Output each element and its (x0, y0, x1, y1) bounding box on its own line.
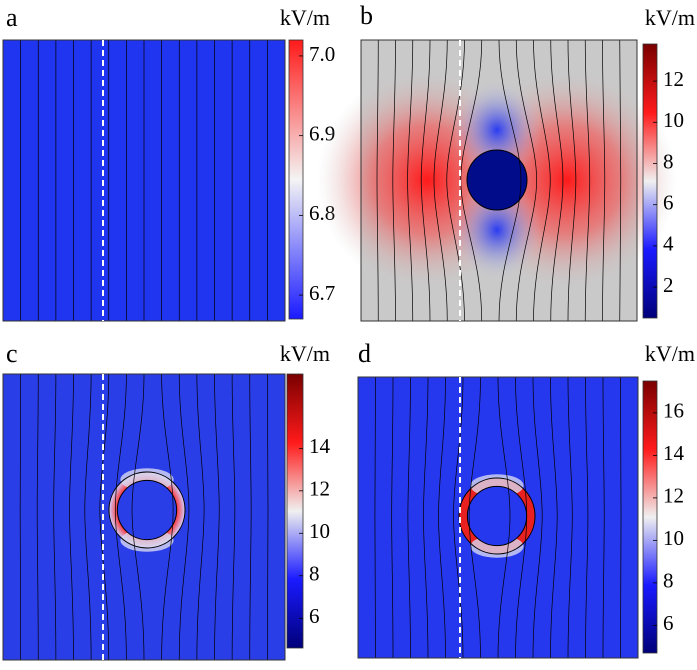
colorbar (643, 381, 657, 653)
panel: b kV/m 2 4 6 8 10 12 (317, 1, 695, 321)
colorbar-tick-label: 10 (663, 526, 684, 550)
panel-label: a (6, 3, 18, 32)
colorbar-tick-label: 8 (309, 562, 320, 586)
unit-label: kV/m (280, 5, 330, 30)
colorbar-tick-label: 6 (663, 611, 674, 635)
colorbar-tick-label: 16 (663, 399, 684, 423)
panel-label: c (6, 339, 18, 368)
colorbar (289, 40, 303, 319)
colorbar-tick-label: 12 (309, 477, 330, 501)
colorbar-tick-label: 14 (309, 434, 331, 458)
colorbar (287, 374, 303, 648)
unit-label: kV/m (280, 341, 330, 366)
colorbar-tick-label: 7.0 (309, 42, 335, 66)
colorbar-tick-label: 10 (309, 519, 330, 543)
colorbar-tick-label: 2 (663, 273, 674, 297)
colorbar-tick-label: 10 (663, 108, 684, 132)
colorbar-tick-label: 8 (663, 569, 674, 593)
particle (467, 486, 526, 545)
panel-label: d (358, 339, 371, 368)
panel: c kV/m 6 8 10 12 14 (3, 339, 331, 660)
colorbar-tick-label: 14 (663, 441, 685, 465)
colorbar-tick-label: 12 (663, 67, 684, 91)
colorbar-tick-label: 12 (663, 484, 684, 508)
panel-label: b (360, 1, 373, 30)
particle (117, 480, 176, 539)
colorbar-tick-label: 6 (309, 604, 320, 628)
unit-label: kV/m (645, 341, 695, 366)
colorbar (643, 44, 657, 318)
panel: akV/m6.76.86.97.0 (3, 3, 335, 321)
panel: d kV/m 6 8 10 12 14 16 (358, 339, 695, 658)
colorbar-tick-label: 6.7 (309, 281, 335, 305)
particle (467, 150, 527, 210)
colorbar-tick-label: 4 (663, 232, 674, 256)
colorbar-tick-label: 8 (663, 149, 674, 173)
unit-label: kV/m (645, 5, 695, 30)
colorbar-tick-label: 6 (663, 191, 674, 215)
